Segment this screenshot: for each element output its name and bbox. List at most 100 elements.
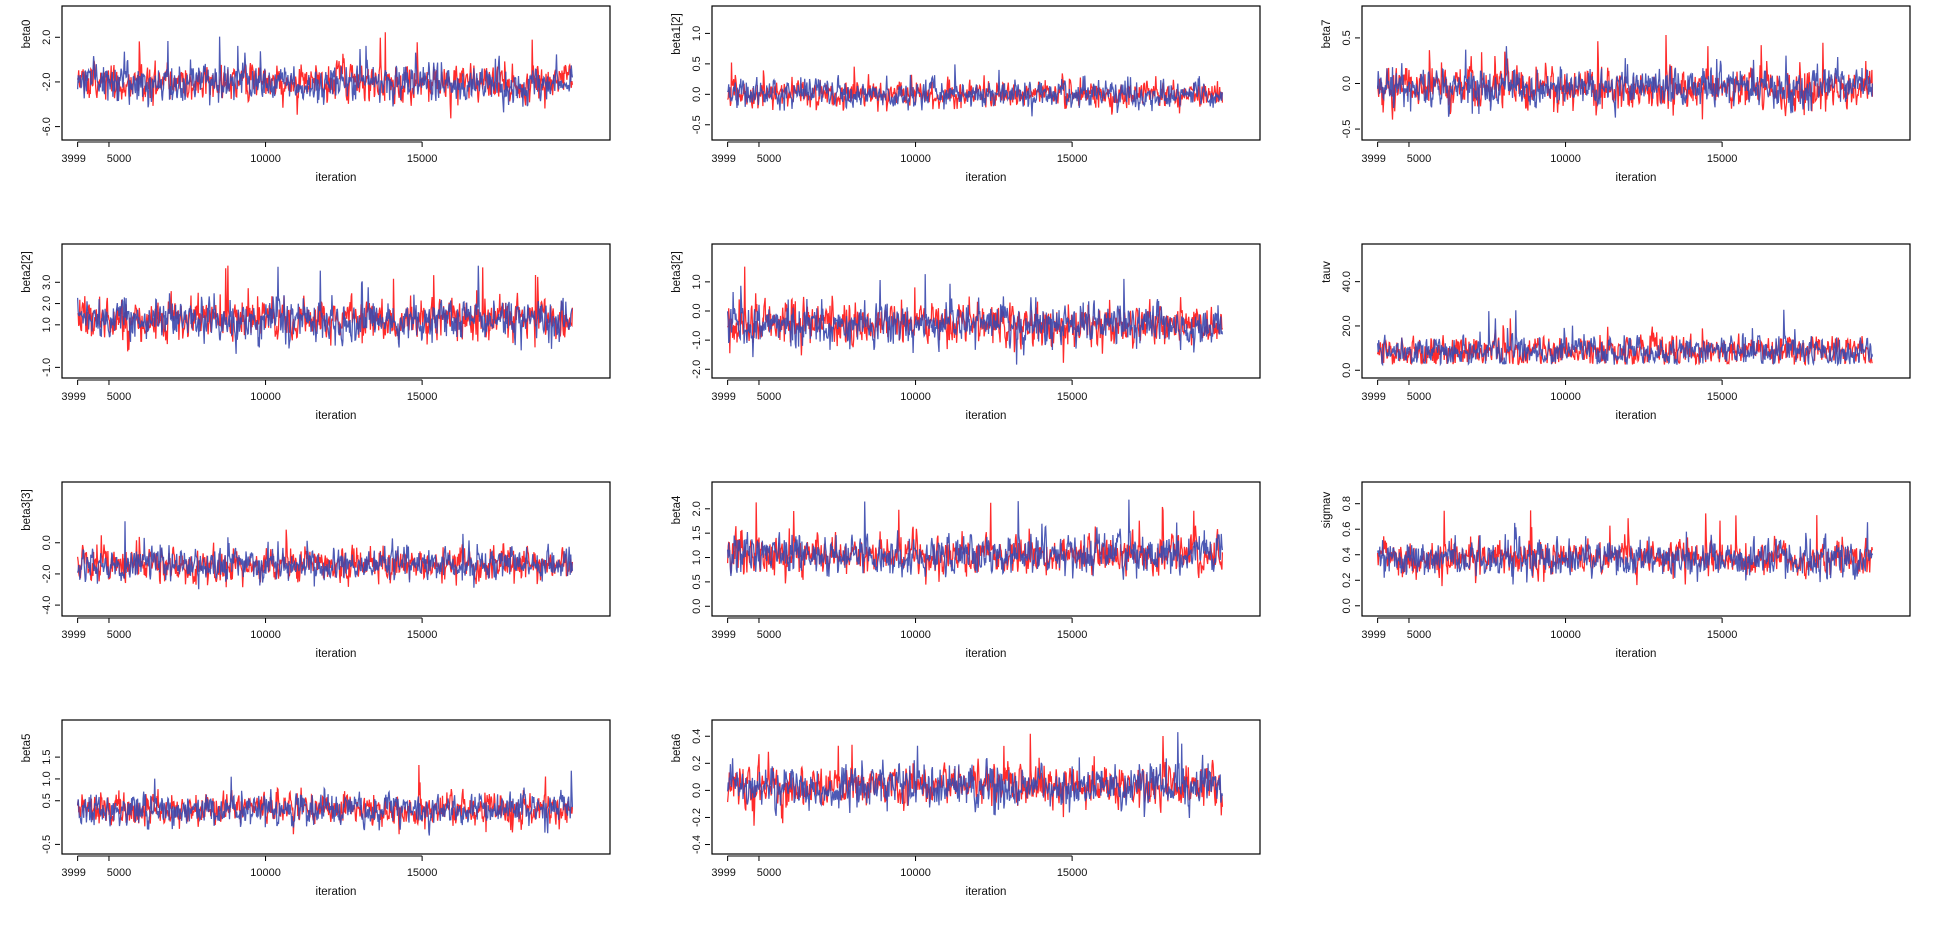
trace-panel-beta3-2: 3999 5000 10000 15000 iteration 1.0 0.0 -1.0 -2.… [650, 238, 1300, 476]
trace-line-tauv-chain-2 [1376, 309, 1874, 367]
y-tick-label: 1.5 [691, 526, 703, 541]
plot-frame [711, 243, 1261, 379]
trace-line-beta6-chain-2 [726, 732, 1224, 819]
trace-plot-beta7: 3999 5000 10000 15000 iteration 0.5 0.0 -0.5 bet… [1321, 5, 1911, 184]
trace-line-beta1-2-chain-2 [727, 64, 1224, 117]
y-tick-label: -4.0 [41, 596, 53, 615]
x-tick-label: 15000 [407, 867, 438, 879]
trace-line-beta2-2-chain-2 [76, 265, 573, 354]
trace-plot-beta4: 3999 5000 10000 15000 iteration 2.0 1.5 1.0 0.5 0… [671, 481, 1261, 660]
plot-frame [711, 5, 1261, 141]
y-tick-label: -0.4 [691, 835, 703, 854]
trace-plot-beta0: 3999 5000 10000 15000 iteration 2.0 -2.0 -6.0 be… [21, 5, 611, 184]
y-axis-title: beta7 [1321, 20, 1333, 49]
y-tick-label: 1.0 [691, 26, 703, 41]
x-tick-label: 15000 [1707, 391, 1738, 403]
x-tick-label: 3999 [1361, 391, 1385, 403]
trace-line-beta5-chain-2 [76, 770, 574, 836]
y-tick-label: 1.0 [691, 550, 703, 565]
trace-plot-beta5: 3999 5000 10000 15000 iteration 1.5 1.0 0.5 -0.5… [21, 719, 611, 898]
trace-plot-beta3-2: 3999 5000 10000 15000 iteration 1.0 0.0 -1.0 -2.… [671, 243, 1261, 422]
y-tick-label: 20.0 [1341, 315, 1353, 336]
x-axis-title: iteration [966, 172, 1007, 184]
y-tick-label: 2.0 [41, 296, 53, 311]
trace-plot-beta1-2: 3999 5000 10000 15000 iteration 1.0 0.5 0.0 -0.5… [671, 5, 1261, 184]
x-tick-label: 3999 [1361, 629, 1385, 641]
trace-line-beta7-chain-2 [1376, 46, 1874, 118]
y-tick-label: -2.0 [41, 72, 53, 91]
x-tick-label: 10000 [900, 153, 931, 165]
y-tick-label: 0.5 [41, 793, 53, 808]
x-tick-label: 15000 [1057, 391, 1088, 403]
x-axis-title: iteration [966, 886, 1007, 898]
x-axis-title: iteration [316, 410, 357, 422]
y-tick-label: 0.2 [1341, 573, 1353, 588]
trace-panel-beta5: 3999 5000 10000 15000 iteration 1.5 1.0 0.5 -0.5… [0, 714, 650, 952]
x-tick-label: 3999 [61, 867, 85, 879]
trace-plot-beta2-2: 3999 5000 10000 15000 iteration 3.0 2.0 1.0 -1.0… [21, 243, 611, 422]
x-tick-label: 5000 [107, 867, 131, 879]
x-tick-label: 3999 [711, 153, 735, 165]
y-axis-title: beta4 [671, 495, 683, 524]
x-tick-label: 3999 [711, 629, 735, 641]
trace-line-beta2-2-chain-1 [77, 265, 574, 352]
x-axis-title: iteration [316, 172, 357, 184]
x-tick-label: 3999 [711, 391, 735, 403]
y-axis-title: beta1[2] [671, 13, 683, 55]
y-tick-label: 0.0 [691, 599, 703, 614]
trace-plot-tauv: 3999 5000 10000 15000 iteration 40.0 20.0 0.0 ta… [1321, 243, 1911, 422]
trace-line-beta3-2-chain-2 [726, 274, 1224, 365]
plot-frame [1361, 5, 1911, 141]
plot-frame [61, 243, 611, 379]
y-axis-title: beta0 [21, 20, 33, 49]
y-tick-label: 1.0 [41, 317, 53, 332]
x-tick-label: 3999 [711, 867, 735, 879]
x-tick-label: 10000 [900, 867, 931, 879]
x-tick-label: 10000 [900, 391, 931, 403]
x-tick-label: 5000 [107, 153, 131, 165]
y-tick-label: 0.0 [691, 303, 703, 318]
y-tick-label: 1.5 [41, 749, 53, 764]
x-tick-label: 3999 [61, 153, 85, 165]
x-tick-label: 10000 [1550, 153, 1581, 165]
y-axis-title: sigmav [1321, 492, 1333, 529]
y-axis-title: beta6 [671, 734, 683, 763]
y-tick-label: 0.4 [1341, 547, 1353, 562]
y-tick-label: 0.0 [691, 783, 703, 798]
x-tick-label: 15000 [1057, 867, 1088, 879]
y-tick-label: 2.0 [41, 30, 53, 45]
trace-line-sigmav-chain-2 [1376, 522, 1873, 585]
y-tick-label: 0.5 [1341, 30, 1353, 45]
x-tick-label: 10000 [1550, 629, 1581, 641]
x-tick-label: 10000 [900, 629, 931, 641]
y-tick-label: 0.0 [1341, 363, 1353, 378]
trace-panel-beta7: 3999 5000 10000 15000 iteration 0.5 0.0 -0.5 bet… [1300, 0, 1950, 238]
trace-panel-beta3-3: 3999 5000 10000 15000 iteration 0.0 -2.0 -4.0 be… [0, 476, 650, 714]
y-axis-title: tauv [1321, 261, 1333, 283]
trace-panel-beta6: 3999 5000 10000 15000 iteration 0.4 0.2 0.0 -0.2… [650, 714, 1300, 952]
x-tick-label: 15000 [1707, 629, 1738, 641]
plot-frame [61, 5, 611, 141]
x-tick-label: 3999 [61, 391, 85, 403]
plot-frame [61, 481, 611, 617]
x-tick-label: 5000 [107, 629, 131, 641]
y-tick-label: -1.0 [41, 358, 53, 377]
plot-frame [61, 719, 611, 855]
x-tick-label: 5000 [757, 629, 781, 641]
x-tick-label: 15000 [407, 629, 438, 641]
trace-panel-beta2-2: 3999 5000 10000 15000 iteration 3.0 2.0 1.0 -1.0… [0, 238, 650, 476]
y-axis-title: beta3[3] [21, 489, 33, 531]
plot-frame [1361, 481, 1911, 617]
trace-line-beta3-3-chain-2 [76, 521, 574, 590]
y-tick-label: 0.0 [1341, 598, 1353, 613]
plot-frame [1361, 243, 1911, 379]
trace-line-beta4-chain-1 [726, 502, 1224, 585]
y-tick-label: 3.0 [41, 275, 53, 290]
x-tick-label: 5000 [757, 153, 781, 165]
x-axis-title: iteration [966, 410, 1007, 422]
x-tick-label: 15000 [1057, 153, 1088, 165]
trace-panel-beta4: 3999 5000 10000 15000 iteration 2.0 1.5 1.0 0.5 0… [650, 476, 1300, 714]
y-tick-label: -2.0 [691, 360, 703, 379]
trace-plot-figure: 3999 5000 10000 15000 iteration 2.0 -2.0 -6.0 be… [0, 0, 1950, 898]
x-tick-label: 5000 [757, 867, 781, 879]
